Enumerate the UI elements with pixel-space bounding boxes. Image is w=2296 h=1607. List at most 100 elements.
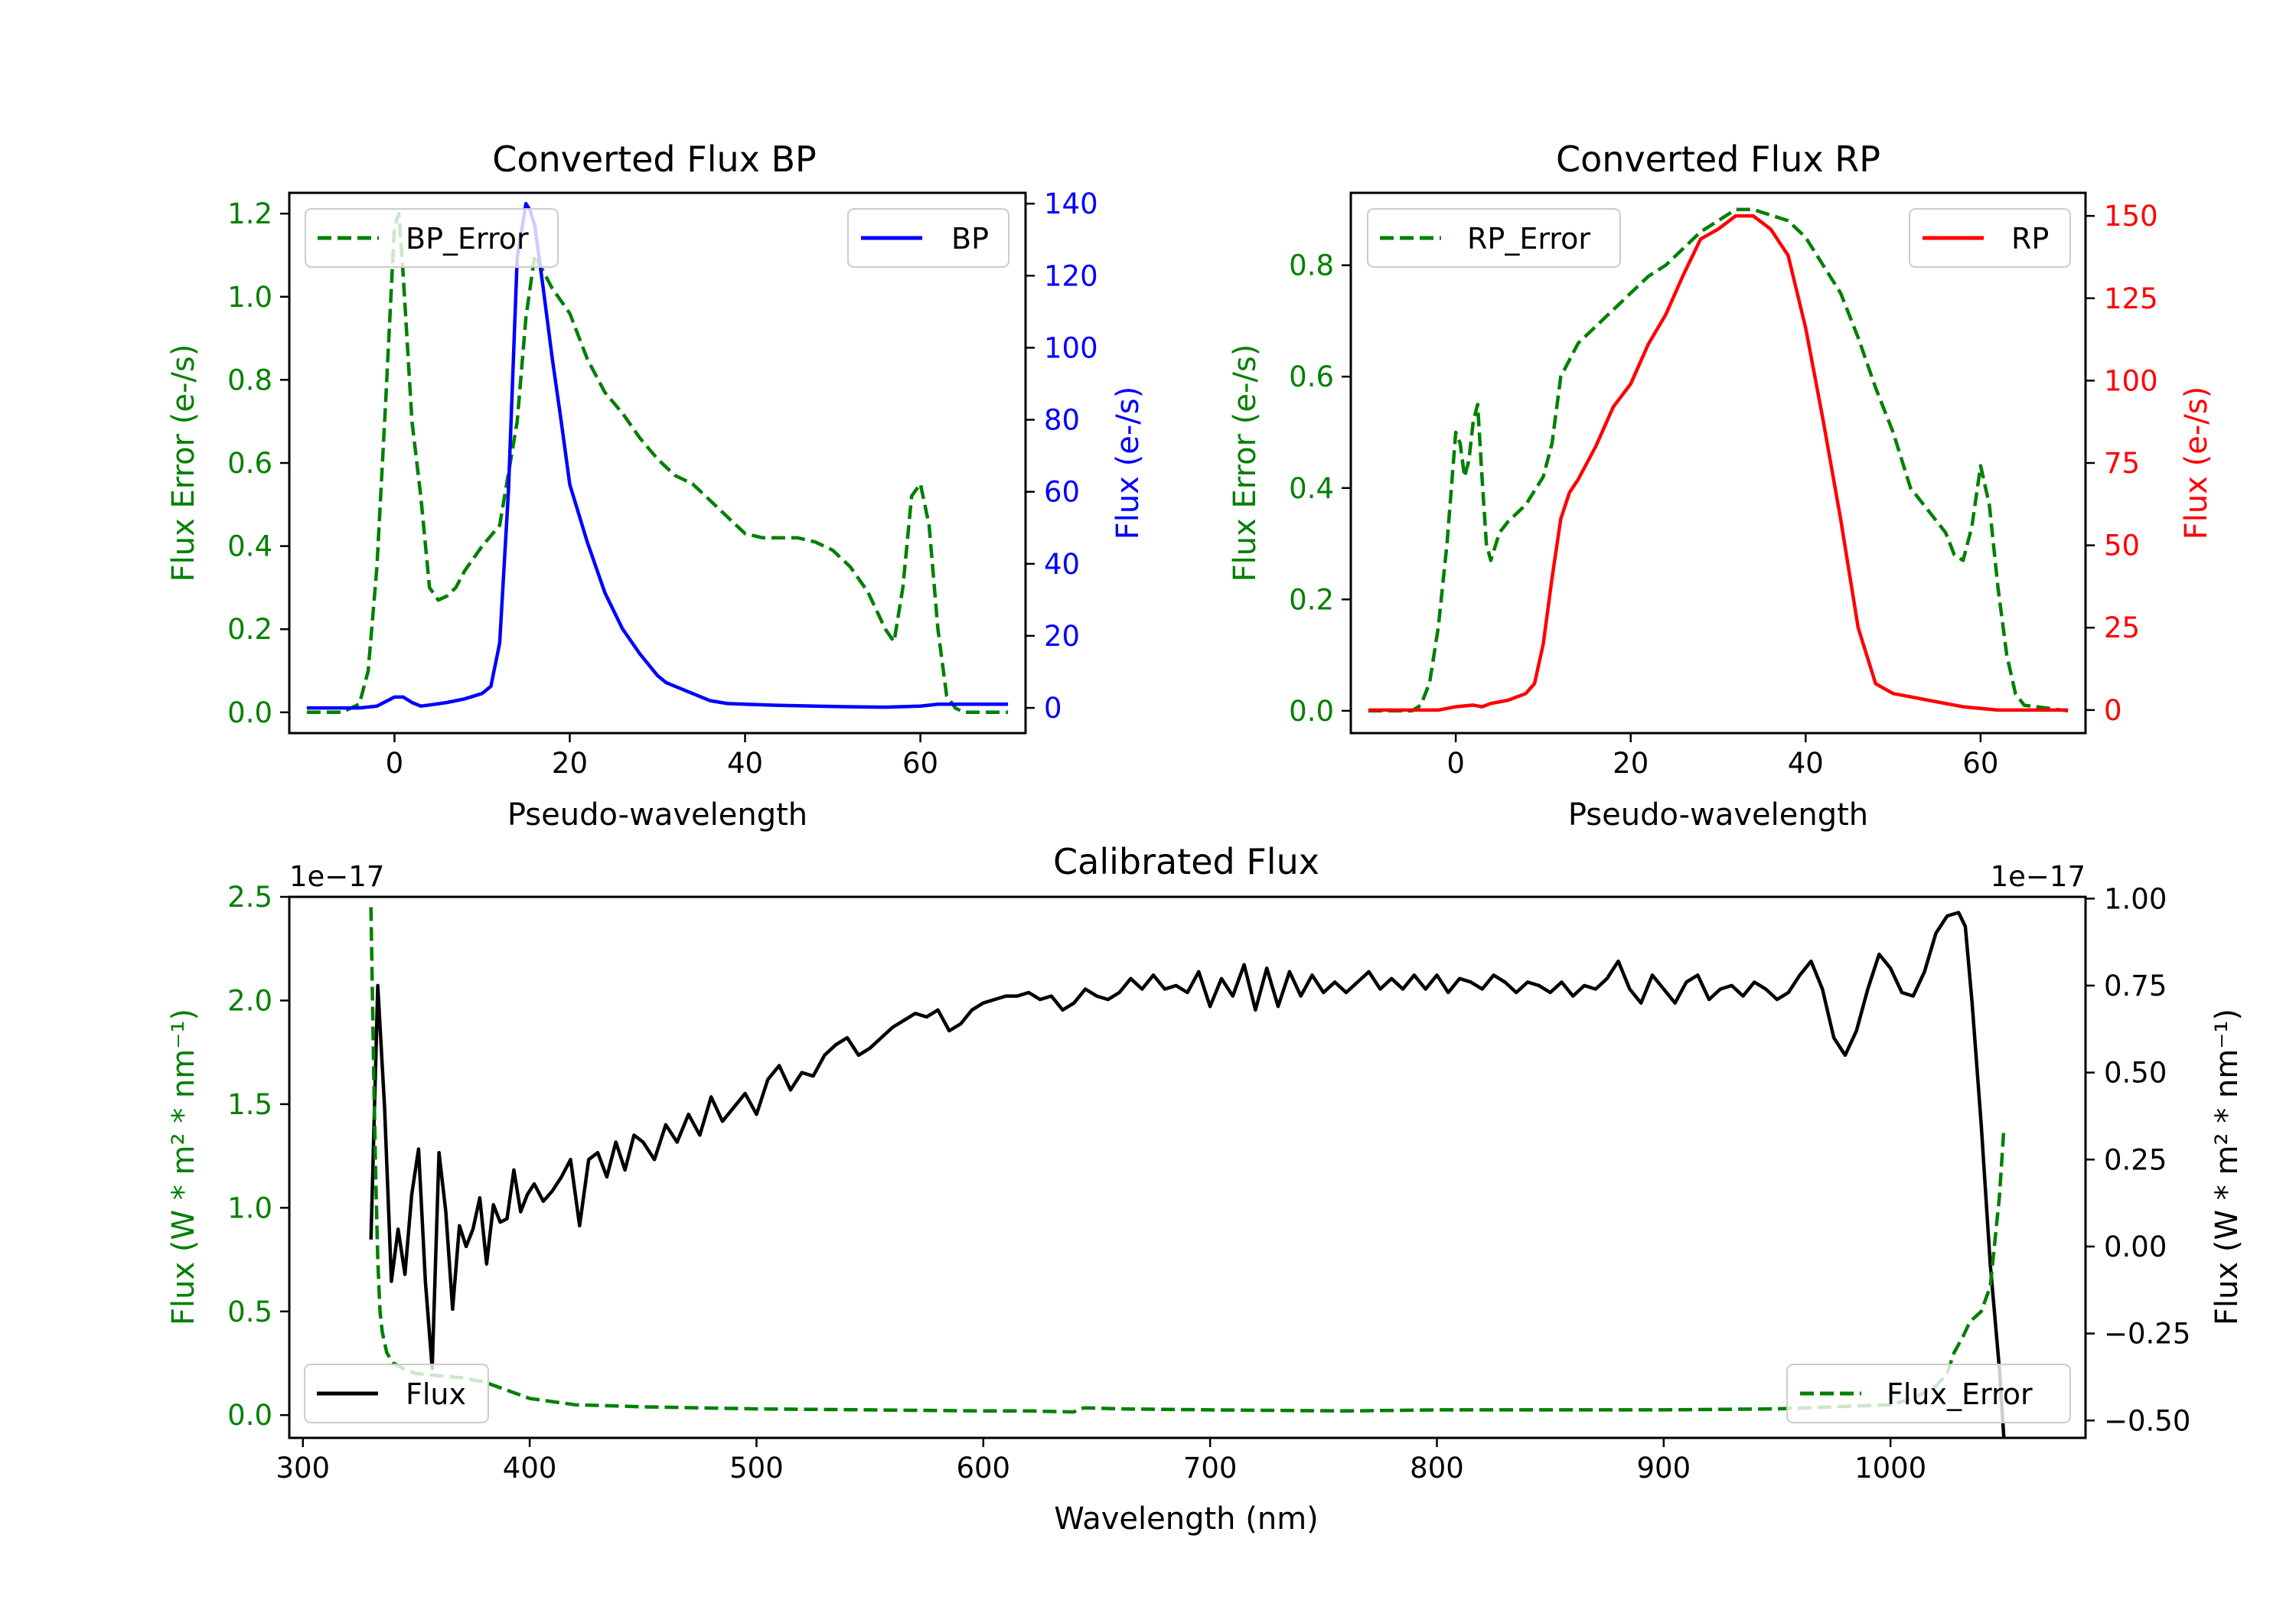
rp-ylabel-left: Flux Error (e-/s) [1228, 344, 1263, 582]
bp-ytick-right-label: 0 [1044, 692, 1062, 725]
rp-xtick-label: 20 [1613, 747, 1649, 780]
cal-ylabel-right: Flux (W * m² * nm⁻¹) [2210, 1009, 2245, 1325]
rp-ytick-left-label: 0.6 [1289, 360, 1334, 393]
rp-legend-error: RP_Error [1367, 208, 1621, 268]
cal-xtick-label: 600 [956, 1452, 1010, 1485]
rp-right-ticks: 0 25 50 75 100 125 150 [2086, 200, 2158, 727]
cal-plot-frame [288, 895, 2087, 1439]
cal-xtick-label: 300 [276, 1452, 330, 1485]
rp-xtick-label: 40 [1788, 747, 1824, 780]
bp-ytick-left-label: 0.4 [227, 530, 272, 563]
cal-ytick-left-label: 1.0 [227, 1191, 272, 1224]
cal-title: Calibrated Flux [1053, 841, 1319, 882]
bp-right-ticks: 0 20 40 60 80 100 120 140 [1026, 187, 1098, 725]
rp-series-rp [1368, 214, 2069, 712]
cal-series-flux [369, 911, 2006, 1439]
cal-offset-left: 1e−17 [289, 860, 384, 893]
bp-title: Converted Flux BP [492, 139, 817, 180]
bp-xtick-label: 0 [386, 747, 404, 780]
rp-xlabel: Pseudo-wavelength [1568, 797, 1868, 833]
bp-ytick-left-label: 0.6 [227, 447, 272, 480]
bp-ytick-right-label: 100 [1044, 331, 1098, 364]
bp-ylabel-left: Flux Error (e-/s) [166, 344, 201, 582]
bp-ytick-left-label: 1.2 [227, 197, 272, 230]
cal-ytick-right-label: −0.50 [2104, 1404, 2190, 1437]
rp-title: Converted Flux RP [1556, 139, 1880, 180]
bp-lines [306, 201, 1009, 715]
bp-ytick-right-label: 60 [1044, 476, 1080, 509]
rp-xticks: 0 20 40 60 [1446, 733, 1998, 780]
bp-left-ticks: 0.0 0.2 0.4 0.6 0.8 1.0 1.2 [227, 197, 289, 729]
cal-legend-error-label: Flux_Error [1887, 1377, 2033, 1411]
bp-legend-error: BP_Error [305, 208, 559, 268]
cal-legend-flux: Flux [304, 1364, 489, 1423]
cal-ytick-left-label: 2.0 [227, 984, 272, 1017]
bp-ytick-right-label: 20 [1044, 620, 1080, 653]
cal-xtick-label: 800 [1410, 1452, 1464, 1485]
cal-legend-flux-label: Flux [406, 1377, 466, 1411]
cal-xtick-label: 700 [1183, 1452, 1238, 1485]
rp-ytick-right-label: 25 [2104, 611, 2140, 644]
rp-ytick-left-label: 0.0 [1289, 695, 1334, 728]
rp-ytick-right-label: 125 [2104, 282, 2158, 315]
bp-ytick-left-label: 0.8 [227, 363, 272, 396]
rp-lines [1368, 207, 2069, 713]
rp-xtick-label: 60 [1962, 747, 1998, 780]
cal-ytick-right-label: 0.75 [2104, 970, 2167, 1002]
bp-xticks: 0 20 40 60 [386, 733, 938, 780]
cal-ytick-right-label: 0.00 [2104, 1231, 2167, 1263]
cal-left-ticks: 0.0 0.5 1.0 1.5 2.0 2.5 [227, 881, 289, 1432]
bp-ytick-left-label: 0.0 [227, 696, 272, 729]
rp-ytick-right-label: 150 [2104, 200, 2158, 233]
rp-ytick-right-label: 0 [2104, 694, 2122, 727]
rp-ytick-right-label: 100 [2104, 364, 2158, 397]
bp-xtick-label: 40 [727, 747, 763, 780]
rp-ytick-right-label: 50 [2104, 530, 2140, 562]
rp-ytick-left-label: 0.2 [1289, 583, 1334, 616]
cal-xticks: 300 400 500 600 700 800 900 1000 [276, 1438, 1926, 1485]
bp-plot-frame [288, 191, 1027, 735]
cal-right-ticks: −0.50 −0.25 0.00 0.25 0.50 0.75 1.00 [2086, 882, 2190, 1437]
bp-xtick-label: 60 [902, 747, 938, 780]
cal-xtick-label: 1000 [1854, 1452, 1926, 1485]
rp-legend-rp-label: RP [2011, 222, 2049, 256]
cal-ylabel-left: Flux (W * m² * nm⁻¹) [166, 1009, 201, 1325]
rp-series-rp-error [1368, 207, 2069, 713]
cal-ytick-right-label: 0.25 [2104, 1143, 2167, 1176]
cal-ytick-right-label: 0.50 [2104, 1057, 2167, 1090]
panel-calibrated: Calibrated Flux 300 400 500 600 700 800 900 100… [166, 841, 2245, 1537]
rp-left-ticks: 0.0 0.2 0.4 0.6 0.8 [1289, 249, 1351, 728]
bp-xlabel: Pseudo-wavelength [507, 797, 807, 833]
bp-ytick-left-label: 1.0 [227, 281, 272, 314]
bp-ytick-left-label: 0.2 [227, 613, 272, 646]
cal-ytick-right-label: 1.00 [2104, 882, 2167, 915]
rp-ytick-right-label: 75 [2104, 447, 2140, 480]
bp-ytick-right-label: 140 [1044, 187, 1098, 220]
bp-legend-error-label: BP_Error [406, 222, 529, 256]
bp-ytick-right-label: 120 [1044, 259, 1098, 292]
rp-ytick-left-label: 0.4 [1289, 472, 1334, 505]
bp-legend-bp: BP [847, 208, 1009, 268]
rp-xtick-label: 0 [1446, 747, 1465, 780]
cal-lines [369, 907, 2006, 1439]
cal-xlabel: Wavelength (nm) [1054, 1501, 1319, 1537]
cal-ytick-left-label: 0.0 [227, 1399, 272, 1432]
bp-series-bp [306, 201, 1009, 710]
cal-ytick-left-label: 1.5 [227, 1088, 272, 1121]
rp-legend-rp: RP [1909, 208, 2071, 268]
bp-series-bp-error [306, 211, 1009, 715]
panel-rp: Converted Flux RP 0 20 40 60 0.00.20.40.60.… [1228, 139, 2214, 833]
bp-ylabel-right: Flux (e-/s) [1110, 386, 1146, 539]
bp-ytick-right-label: 40 [1044, 548, 1080, 581]
rp-ylabel-right: Flux (e-/s) [2179, 386, 2214, 539]
rp-ytick-left-label: 0.8 [1289, 249, 1334, 282]
rp-legend-error-label: RP_Error [1467, 222, 1590, 256]
cal-legend-error: Flux_Error [1786, 1364, 2071, 1423]
panel-bp: Converted Flux BP 0 20 40 60 0.00.20.40.60.… [166, 139, 1146, 833]
cal-ytick-left-label: 0.5 [227, 1296, 272, 1328]
cal-ytick-left-label: 2.5 [227, 881, 272, 914]
bp-legend-bp-label: BP [951, 222, 989, 256]
bp-xtick-label: 20 [552, 747, 588, 780]
cal-offset-right: 1e−17 [1991, 860, 2086, 893]
